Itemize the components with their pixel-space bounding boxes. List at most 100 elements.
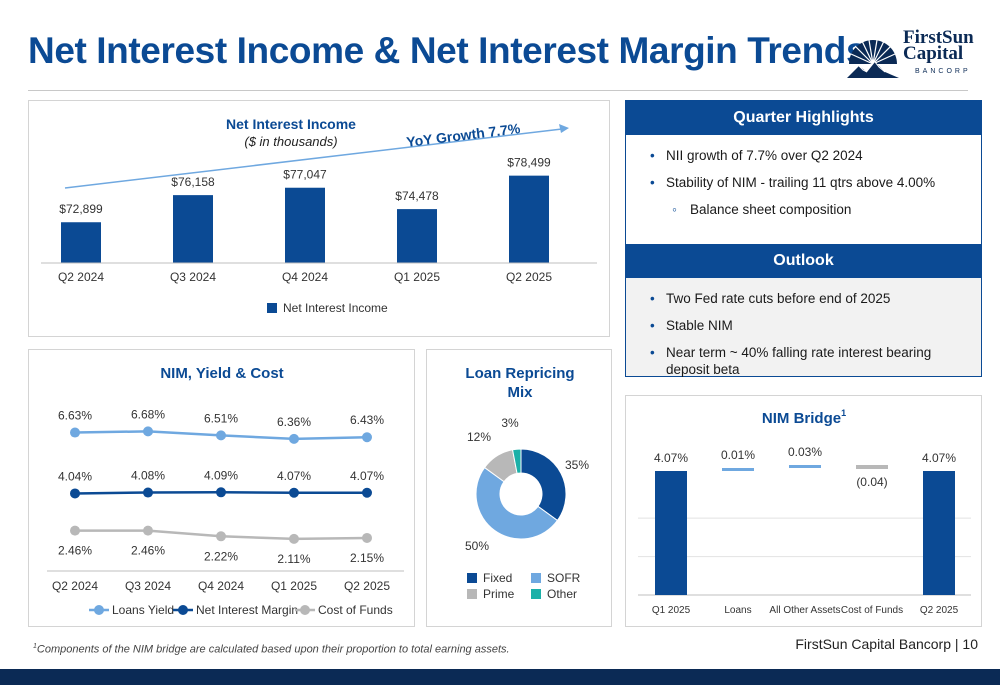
nii-x-tick-label: Q4 2024 — [282, 270, 328, 284]
nii-bar-value-label: $74,478 — [395, 189, 439, 203]
bottom-bar — [0, 669, 1000, 685]
nii-chart: Net Interest Income ($ in thousands) $72… — [41, 116, 597, 315]
chart-title: Mix — [507, 384, 533, 401]
nim-point-label: 6.43% — [350, 413, 384, 427]
nim-point-label: 4.04% — [58, 469, 92, 483]
nim-legend-label: Cost of Funds — [318, 603, 393, 617]
nii-x-tick-label: Q3 2024 — [170, 270, 216, 284]
outlook-header: Outlook — [626, 244, 981, 278]
chart-title-footnote-mark: 1 — [841, 408, 846, 418]
nii-bar-value-label: $77,047 — [283, 168, 327, 182]
nim-point-label: 2.11% — [277, 552, 310, 566]
nim-point-label: 4.09% — [204, 468, 238, 482]
sunburst-logo-icon — [847, 39, 899, 78]
nim-point-label: 6.51% — [204, 411, 238, 425]
nim-bridge-chart: NIM Bridge1 4.07% Q1 2025 0.01% Loans 0.03% A… — [638, 408, 971, 616]
loan-mix-legend-swatch — [531, 589, 541, 599]
loan-mix-slice-label: 50% — [465, 539, 489, 553]
bridge-x-tick-label: All Other Assets — [769, 605, 840, 616]
nim-point-label: 4.07% — [277, 469, 311, 483]
nim-series-point — [70, 488, 80, 499]
nim-x-tick-label: Q2 2025 — [344, 579, 390, 593]
loan-mix-slice-label: 3% — [501, 416, 519, 430]
highlights-body: NII growth of 7.7% over Q2 2024 Stabilit… — [626, 135, 981, 244]
nim-bridge-panel: NIM Bridge1 4.07% Q1 2025 0.01% Loans 0.03% A… — [625, 395, 982, 627]
chart-title: Net Interest Income — [226, 116, 356, 132]
bridge-value-label: 0.03% — [788, 445, 822, 459]
bridge-value-label: (0.04) — [856, 475, 887, 489]
page-title: Net Interest Income & Net Interest Margi… — [28, 30, 867, 71]
loan-mix-slice — [475, 466, 559, 540]
bridge-x-tick-label: Loans — [724, 605, 751, 616]
loan-mix-legend-label: Fixed — [483, 571, 512, 585]
nim-series-point — [362, 487, 372, 498]
nim-series-point — [70, 525, 80, 536]
nim-point-label: 6.63% — [58, 409, 92, 423]
highlight-sub-item: Balance sheet composition — [650, 201, 963, 218]
nim-x-tick-label: Q4 2024 — [198, 579, 244, 593]
nim-legend-marker — [300, 605, 310, 615]
loan-mix-slice — [520, 448, 567, 522]
nim-chart: NIM, Yield & Cost 6.63% 6.68% 6.51% 6.36% 6.… — [47, 365, 404, 617]
bridge-x-tick-label: Q2 2025 — [920, 605, 959, 616]
loan-mix-legend-label: SOFR — [547, 571, 581, 585]
loan-mix-legend-swatch — [467, 589, 477, 599]
nii-x-tick-label: Q2 2024 — [58, 270, 104, 284]
nim-legend-label: Loans Yield — [112, 603, 174, 617]
nim-point-label: 6.68% — [131, 407, 165, 421]
nim-point-label: 2.15% — [350, 551, 384, 565]
yoy-growth-arrow — [64, 128, 563, 189]
bridge-value-label: 0.01% — [721, 448, 755, 462]
nii-bar-value-label: $72,899 — [59, 202, 103, 216]
outlook-body: Two Fed rate cuts before end of 2025 Sta… — [626, 278, 981, 378]
chart-title: NIM, Yield & Cost — [160, 365, 283, 382]
bridge-bar — [722, 468, 754, 471]
bridge-bar — [789, 465, 821, 468]
nim-x-tick-label: Q1 2025 — [271, 579, 317, 593]
outlook-item: Near term ~ 40% falling rate interest be… — [650, 344, 963, 378]
logo-text: FirstSun — [903, 27, 974, 48]
loan-mix-chart: Loan Repricing Mix 35% 50% 12% 3% Fixed SOFR Pri… — [465, 365, 589, 601]
nim-point-label: 4.08% — [131, 469, 165, 483]
nim-legend-marker — [94, 605, 104, 615]
nii-x-tick-label: Q1 2025 — [394, 270, 440, 284]
loan-mix-legend-swatch — [531, 573, 541, 583]
nim-point-label: 4.07% — [350, 469, 384, 483]
footnote-mark: 1 — [33, 643, 37, 650]
bridge-bar — [655, 471, 687, 595]
chart-title-text: NIM Bridge — [762, 410, 841, 427]
logo-text: Capital — [903, 43, 964, 64]
nim-point-label: 2.46% — [131, 544, 165, 558]
nim-x-tick-label: Q2 2024 — [52, 579, 98, 593]
nii-bar — [285, 187, 325, 263]
nim-point-label: 6.36% — [277, 415, 311, 429]
nim-series-point — [362, 532, 372, 543]
outlook-item: Two Fed rate cuts before end of 2025 — [650, 290, 963, 307]
highlights-header: Quarter Highlights — [626, 101, 981, 135]
loan-mix-legend-swatch — [467, 573, 477, 583]
nim-series-point — [70, 427, 80, 438]
loan-mix-legend-label: Prime — [483, 587, 515, 601]
loan-mix-panel: Loan Repricing Mix 35% 50% 12% 3% Fixed SOFR Pri… — [426, 349, 612, 627]
outlook-item: Stable NIM — [650, 317, 963, 334]
nii-bar — [173, 195, 213, 263]
nim-legend-marker — [178, 605, 188, 615]
bridge-bar — [923, 471, 955, 595]
loan-mix-slice-label: 12% — [467, 430, 491, 444]
nim-series-point — [216, 430, 226, 441]
nii-bar-value-label: $76,158 — [171, 175, 215, 189]
nim-series-point — [289, 433, 299, 444]
footnote: 1Components of the NIM bridge are calcul… — [33, 643, 510, 656]
bridge-bar — [856, 465, 888, 469]
nii-bar — [61, 222, 101, 263]
chart-title: NIM Bridge1 — [762, 408, 846, 427]
nim-series-point — [289, 487, 299, 498]
nii-legend-swatch — [267, 303, 277, 313]
nim-series-point — [216, 487, 226, 498]
nim-chart-panel: NIM, Yield & Cost 6.63% 6.68% 6.51% 6.36% 6.… — [28, 349, 415, 627]
highlight-item: NII growth of 7.7% over Q2 2024 — [650, 147, 963, 164]
loan-mix-slice-label: 35% — [565, 458, 589, 472]
loan-mix-legend-label: Other — [547, 587, 577, 601]
footnote-text: Components of the NIM bridge are calcula… — [36, 643, 510, 656]
nim-series-point — [362, 432, 372, 443]
